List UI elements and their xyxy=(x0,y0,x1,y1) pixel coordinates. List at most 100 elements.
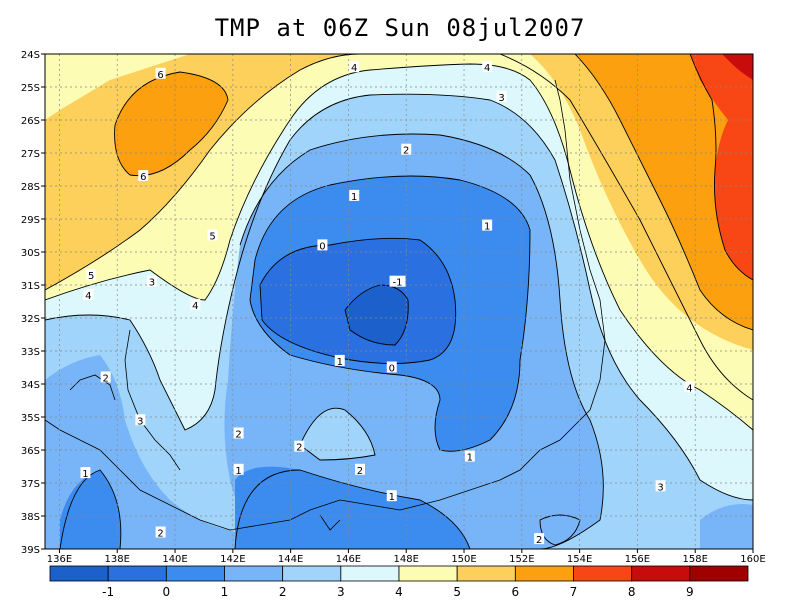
contour-label-bg xyxy=(534,533,545,545)
colorbar-swatch xyxy=(689,565,749,582)
contour-label-bg xyxy=(496,90,507,102)
colorbar-label: 5 xyxy=(453,585,461,599)
filled-contours xyxy=(45,54,753,549)
contour-band-0-1c xyxy=(235,466,470,549)
colorbar-swatch xyxy=(224,565,284,582)
contour-label: 5 xyxy=(209,232,215,243)
contour-label-bg xyxy=(233,427,244,439)
colorbar-swatch xyxy=(107,565,167,582)
contour-label-bg xyxy=(334,354,345,366)
grid-lines xyxy=(45,54,753,549)
contour-label-bg xyxy=(464,450,475,462)
x-tick-label: 160E xyxy=(740,554,765,565)
contour-label-bg xyxy=(146,275,157,287)
colorbar-swatch xyxy=(456,565,516,582)
contour-label-bg xyxy=(349,189,360,201)
colorbar-swatch xyxy=(631,565,691,582)
x-tick-label: 144E xyxy=(278,554,303,565)
contour-label-bg xyxy=(138,170,149,182)
contour-label-bg xyxy=(317,239,328,251)
colorbar-label: -1 xyxy=(102,585,114,599)
contour-line-neg1 xyxy=(344,284,409,346)
contour-label: 1 xyxy=(351,192,357,203)
y-tick-label: 33S xyxy=(21,347,40,358)
contour-label: 1 xyxy=(467,453,473,464)
x-tick-label: 138E xyxy=(105,554,130,565)
contour-label: 4 xyxy=(85,291,91,302)
contour-label-bg xyxy=(135,414,146,426)
contour-label: 6 xyxy=(140,172,146,183)
colorbar-label: 6 xyxy=(512,585,520,599)
contour-label-bg xyxy=(386,361,397,373)
contour-label: 2 xyxy=(102,373,108,384)
colorbar-label: 0 xyxy=(163,585,171,599)
y-tick-label: 37S xyxy=(21,479,40,490)
y-tick-label: 36S xyxy=(21,446,40,457)
coastline-south xyxy=(45,419,421,531)
colorbar-label: 2 xyxy=(279,585,287,599)
contour-label-bg xyxy=(482,61,493,73)
y-tick-label: 27S xyxy=(21,149,40,160)
contour-lines xyxy=(45,54,753,549)
contour-label-bg xyxy=(684,381,695,393)
colorbar-label: 4 xyxy=(395,585,403,599)
contour-label: 1 xyxy=(82,469,88,480)
y-tick-label: 28S xyxy=(21,182,40,193)
contour-line-5-top xyxy=(45,54,361,291)
contour-line-2 xyxy=(239,133,604,549)
colorbar-label: 1 xyxy=(221,585,229,599)
contour-label-bg xyxy=(655,480,666,492)
contour-label-bg xyxy=(401,143,412,155)
y-tick-label: 35S xyxy=(21,413,40,424)
contour-line-7-right xyxy=(574,54,753,331)
contour-label: 1 xyxy=(484,222,490,233)
x-tick-label: 140E xyxy=(162,554,187,565)
colorbar-swatch xyxy=(573,565,633,582)
contour-label: 1 xyxy=(337,357,343,368)
colorbar: -1 0 1 2 3 4 5 6 7 8 9 xyxy=(49,565,749,599)
coastline-east xyxy=(419,79,606,506)
contour-label-bg xyxy=(389,275,406,287)
contour-label-bg xyxy=(80,467,91,479)
contour-line-2-patch xyxy=(299,407,376,461)
x-tick-label: 158E xyxy=(683,554,708,565)
contour-label: 2 xyxy=(357,466,363,477)
x-tick-label: 150E xyxy=(451,554,476,565)
x-tick-label: 148E xyxy=(394,554,419,565)
plot-frame xyxy=(44,53,754,550)
contour-band-9-right xyxy=(722,54,753,80)
contour-label: 5 xyxy=(88,271,94,282)
contour-band-patch-1 xyxy=(300,408,375,460)
y-tick-label: 38S xyxy=(21,512,40,523)
contour-label-bg xyxy=(83,288,94,300)
contour-band-6-7-tl xyxy=(114,72,228,176)
contour-labels: 6 4 4 3 6 2 1 1 5 0 5 3 4 4 -1 1 0 2 4 3 2 2 1 1 1 2 3 1 2 2 xyxy=(80,61,695,546)
map-title: TMP at 06Z Sun 08jul2007 xyxy=(214,14,586,42)
contour-label: 4 xyxy=(351,63,357,74)
x-tick-label: 146E xyxy=(336,554,361,565)
colorbar-label: 9 xyxy=(686,585,694,599)
x-tick-label: 156E xyxy=(625,554,650,565)
contour-label: 3 xyxy=(137,416,143,427)
y-tick-label: 39S xyxy=(21,545,40,556)
contour-label-bg xyxy=(294,440,305,452)
contour-band-5 xyxy=(45,54,190,120)
y-tick-label: 34S xyxy=(21,380,40,391)
colorbar-label: 8 xyxy=(628,585,636,599)
contour-line-1 xyxy=(249,175,531,452)
contour-band-8-right2 xyxy=(718,170,753,275)
contour-label-bg xyxy=(482,219,493,231)
contour-label: 2 xyxy=(157,529,163,540)
contour-label-bg xyxy=(233,463,244,475)
tasmania-hint xyxy=(319,514,341,531)
contour-label: 4 xyxy=(192,301,198,312)
coastline xyxy=(45,79,606,531)
contour-label: -1 xyxy=(393,278,403,289)
x-tick-label: 152E xyxy=(509,554,534,565)
contour-label: 4 xyxy=(686,383,692,394)
y-tick-label: 24S xyxy=(21,50,40,61)
y-tick-label: 26S xyxy=(21,116,40,127)
contour-label: 2 xyxy=(403,146,409,157)
contour-label-bg xyxy=(386,490,397,502)
